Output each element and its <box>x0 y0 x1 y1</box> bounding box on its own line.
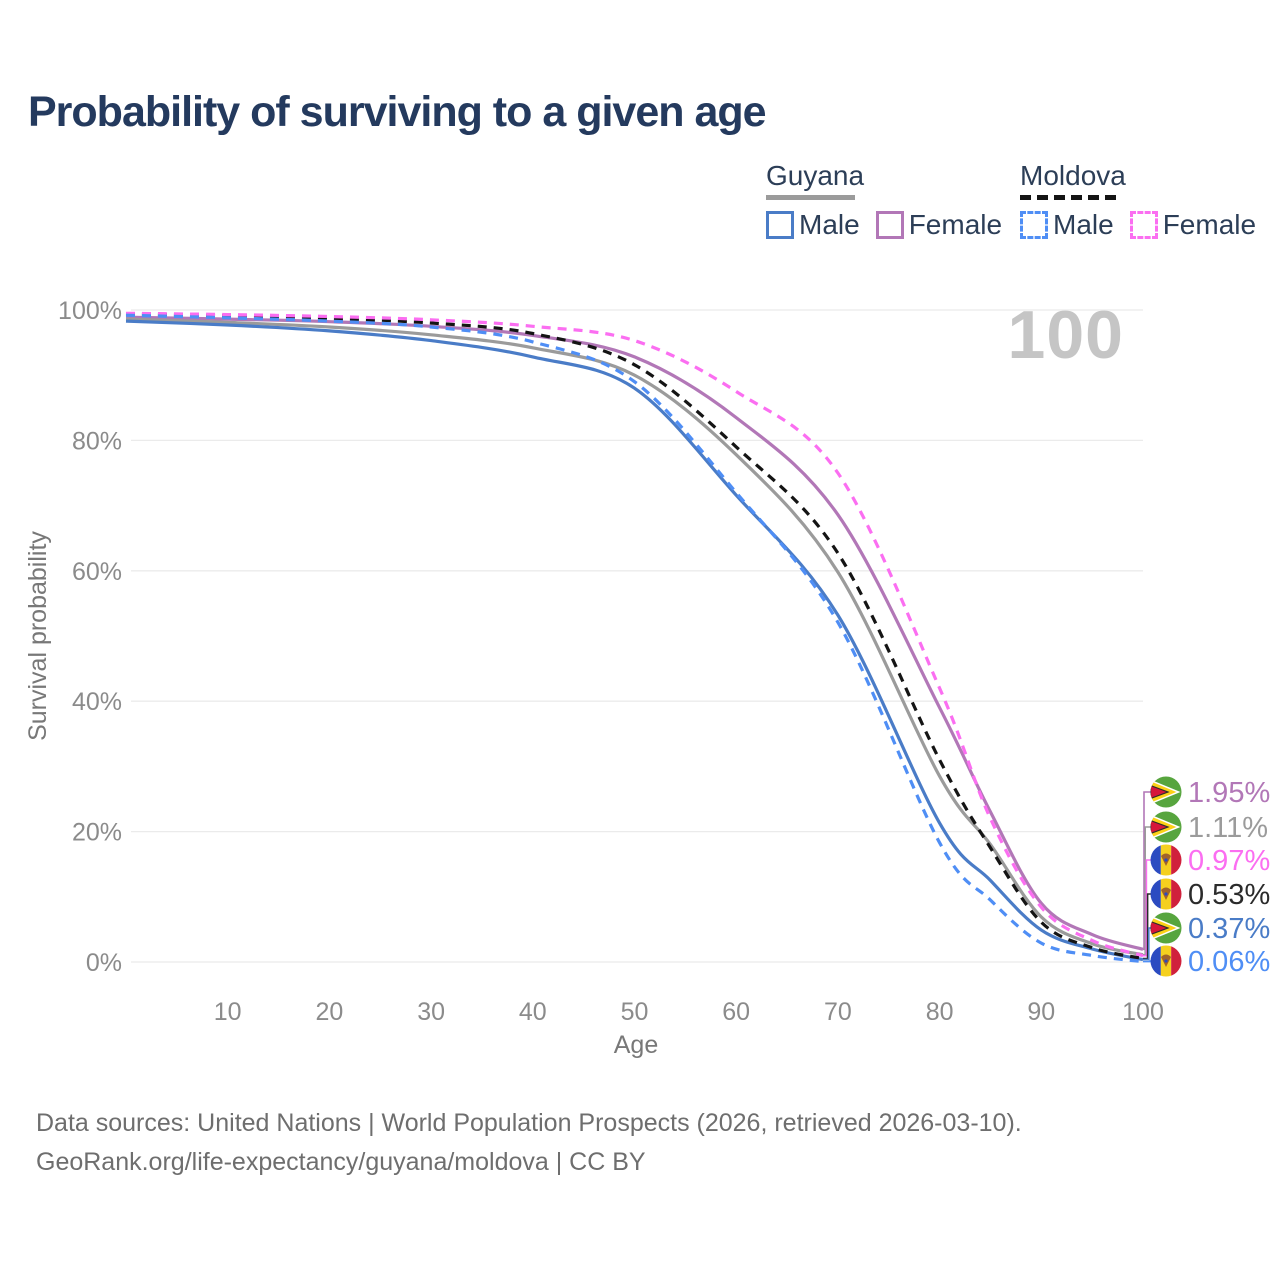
end-label-connector <box>1143 960 1151 963</box>
x-axis-title: Age <box>614 1031 658 1059</box>
series-lines <box>125 311 1144 964</box>
series-line-moldova-female[interactable] <box>125 311 1144 958</box>
legend-header-moldova[interactable]: Moldova <box>1020 160 1126 191</box>
end-label: 0.97% <box>1150 844 1270 877</box>
end-label-connector <box>1143 859 1151 957</box>
legend-label-guyana-female: Female <box>908 209 1003 240</box>
x-tick-label: 60 <box>722 998 750 1026</box>
x-tick-label: 20 <box>315 998 343 1026</box>
legend-row-guyana: Male Female <box>766 209 1002 241</box>
x-tick-label: 50 <box>621 998 649 1026</box>
y-tick-label: 0% <box>86 949 122 977</box>
end-label-value: 0.37% <box>1188 913 1270 945</box>
series-line-moldova-male[interactable] <box>125 313 1144 964</box>
series-line-guyana-female[interactable] <box>125 315 1144 951</box>
y-tick-label: 20% <box>72 819 122 847</box>
gridlines <box>131 309 1143 963</box>
y-axis-title: Survival probability <box>24 531 52 741</box>
moldova-female-swatch-icon <box>1129 211 1158 239</box>
guyana-flag-icon <box>1150 776 1182 808</box>
footer: Data sources: United Nations | World Pop… <box>36 1104 1022 1182</box>
end-label-connector <box>1143 893 1151 960</box>
legend-group-guyana: Guyana Male Female <box>766 160 1002 241</box>
x-tick-label: 10 <box>214 998 242 1026</box>
legend-label-moldova-female: Female <box>1162 209 1257 240</box>
guyana-flag-icon <box>1150 912 1182 944</box>
legend-label-guyana-male: Male <box>799 209 860 240</box>
end-label-value: 0.06% <box>1188 946 1270 978</box>
guyana-male-swatch-icon <box>766 211 794 239</box>
y-tick-label: 100% <box>58 297 122 325</box>
end-label-connector <box>1143 791 1151 951</box>
end-label-connector <box>1143 927 1151 961</box>
end-label: 1.95% <box>1150 776 1270 809</box>
y-tick-label: 40% <box>72 688 122 716</box>
legend-item-moldova-female[interactable]: Female <box>1129 209 1257 241</box>
legend-underline-moldova <box>1020 195 1120 200</box>
legend-label-moldova-male: Male <box>1053 209 1114 240</box>
end-labels: 1.95%1.11%0.97%0.53%0.37%0.06% <box>1150 776 1270 978</box>
x-tick-label: 70 <box>824 998 852 1026</box>
series-line-guyana-male[interactable] <box>125 319 1144 962</box>
moldova-flag-icon <box>1150 844 1182 876</box>
legend-item-guyana-male[interactable]: Male <box>766 209 860 241</box>
guyana-flag-icon <box>1150 811 1182 843</box>
y-tick-label: 60% <box>72 558 122 586</box>
moldova-flag-icon <box>1150 878 1182 910</box>
label-connectors <box>1143 791 1151 963</box>
x-tick-label: 30 <box>417 998 445 1026</box>
end-label-connector <box>1143 826 1151 956</box>
moldova-flag-icon <box>1150 945 1182 977</box>
guyana-female-swatch-icon <box>875 211 904 239</box>
end-label-value: 0.53% <box>1188 879 1270 911</box>
y-axis-ticks: 0% 20% 40% 60% 80% 100% <box>58 297 122 977</box>
attribution-line: GeoRank.org/life-expectancy/guyana/moldo… <box>36 1148 646 1176</box>
moldova-male-swatch-icon <box>1020 211 1048 239</box>
legend-item-moldova-male[interactable]: Male <box>1020 209 1114 241</box>
data-source-line: Data sources: United Nations | World Pop… <box>36 1109 1022 1137</box>
page-title: Probability of surviving to a given age <box>28 88 767 136</box>
end-label: 1.11% <box>1150 811 1268 844</box>
end-label: 0.53% <box>1150 878 1270 911</box>
x-tick-label: 90 <box>1027 998 1055 1026</box>
legend-underline-guyana <box>766 195 855 200</box>
end-label: 0.06% <box>1150 945 1270 978</box>
legend-group-moldova: Moldova Male Female <box>1020 160 1256 241</box>
x-tick-label: 40 <box>519 998 547 1026</box>
legend-header-guyana[interactable]: Guyana <box>766 160 865 191</box>
series-line-moldova-both[interactable] <box>125 312 1144 961</box>
x-axis-ticks: 10 20 30 40 50 60 70 80 90 100 <box>214 998 1164 1026</box>
legend-item-guyana-female[interactable]: Female <box>875 209 1003 241</box>
end-label-value: 1.11% <box>1188 812 1268 844</box>
x-tick-label: 100 <box>1122 998 1164 1026</box>
legend-row-moldova: Male Female <box>1020 209 1256 241</box>
end-label-value: 0.97% <box>1188 845 1270 877</box>
x-tick-label: 80 <box>926 998 954 1026</box>
series-line-guyana-both[interactable] <box>125 317 1144 957</box>
end-label-value: 1.95% <box>1188 777 1270 809</box>
y-tick-label: 80% <box>72 427 122 455</box>
end-label: 0.37% <box>1150 912 1270 945</box>
